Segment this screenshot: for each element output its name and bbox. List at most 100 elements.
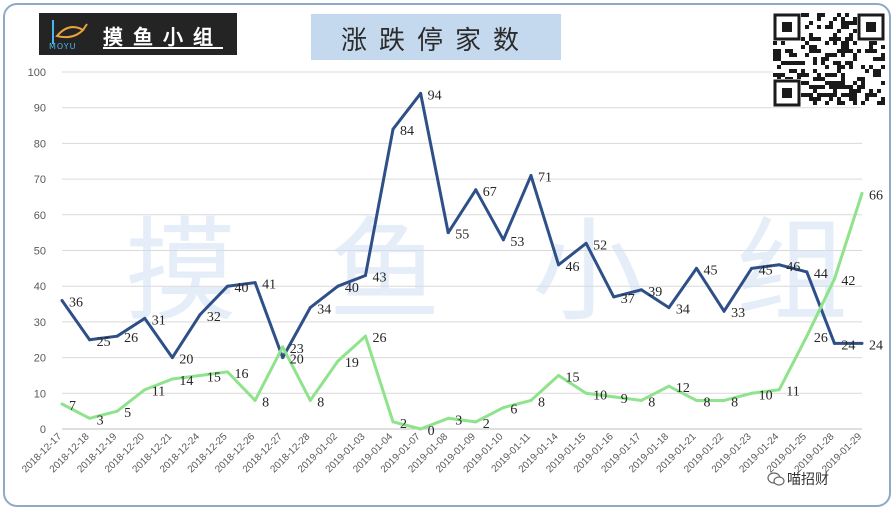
data-label-up: 39 (648, 285, 662, 300)
qr-module (869, 41, 873, 45)
data-point-down (391, 420, 395, 424)
series-layer (60, 91, 864, 431)
qr-module (817, 93, 821, 97)
data-point-up (253, 281, 257, 285)
data-point-down (832, 277, 836, 281)
qr-module (817, 85, 821, 89)
qr-module (829, 53, 833, 57)
qr-module (849, 61, 853, 65)
qr-module (873, 49, 877, 53)
qr-module (853, 53, 857, 57)
data-label-up: 32 (207, 310, 221, 325)
qr-module (813, 61, 817, 65)
data-point-up (832, 341, 836, 345)
data-point-down (115, 409, 119, 413)
qr-module (817, 77, 821, 81)
data-point-up (115, 334, 119, 338)
qr-module (841, 93, 845, 97)
qr-module (809, 21, 813, 25)
data-point-up (88, 338, 92, 342)
qr-module (861, 81, 865, 85)
data-label-up: 26 (124, 331, 138, 346)
qr-module (801, 69, 805, 73)
qr-module (829, 81, 833, 85)
qr-module (785, 49, 789, 53)
qr-module (865, 97, 869, 101)
brand-sub: MOYU (49, 42, 77, 51)
data-label-up: 53 (510, 235, 524, 250)
qr-module (845, 49, 849, 53)
qr-module (849, 85, 853, 89)
qr-module (801, 45, 805, 49)
data-label-down: 9 (621, 392, 628, 407)
data-point-up (446, 231, 450, 235)
qr-module (781, 41, 785, 45)
qr-module (841, 81, 845, 85)
qr-module (873, 57, 877, 61)
qr-module (853, 97, 857, 101)
y-tick-label: 40 (34, 281, 46, 293)
qr-module (849, 33, 853, 37)
brand-logo: MOYU 摸鱼小组 (39, 13, 237, 55)
qr-module (781, 61, 785, 65)
qr-module (841, 21, 845, 25)
qr-module (821, 77, 825, 81)
data-point-down (281, 345, 285, 349)
qr-module (813, 49, 817, 53)
qr-module (825, 53, 829, 57)
data-label-up: 34 (317, 303, 331, 318)
qr-module (877, 89, 881, 93)
data-label-up: 46 (566, 260, 580, 275)
qr-module (773, 53, 777, 57)
qr-module (809, 97, 813, 101)
data-label-down: 11 (152, 385, 165, 400)
qr-module (861, 85, 865, 89)
qr-module (805, 73, 809, 77)
chart-title: 涨跌停家数 (340, 26, 531, 56)
qr-module (833, 53, 837, 57)
y-tick-label: 100 (28, 67, 46, 79)
wechat-icon (767, 472, 785, 486)
data-point-up (584, 241, 588, 245)
qr-module (773, 57, 777, 61)
data-label-down: 10 (593, 388, 607, 403)
qr-module (829, 21, 833, 25)
data-point-down (308, 398, 312, 402)
qr-module (821, 61, 825, 65)
qr-module (821, 85, 825, 89)
qr-module (865, 69, 869, 73)
data-point-up (419, 91, 423, 95)
data-point-down (667, 384, 671, 388)
data-point-down (88, 416, 92, 420)
data-label-down: 2 (400, 417, 407, 432)
y-tick-label: 60 (34, 210, 46, 222)
qr-module (853, 93, 857, 97)
qr-module (865, 93, 869, 97)
qr-module (833, 73, 837, 77)
qr-module (881, 57, 885, 61)
qr-finder-center (782, 22, 792, 32)
data-point-up (750, 266, 754, 270)
data-label-up: 41 (262, 278, 276, 293)
qr-module (853, 89, 857, 93)
data-point-up (170, 356, 174, 360)
data-label-up: 20 (290, 353, 304, 368)
qr-module (777, 57, 781, 61)
data-point-down (446, 416, 450, 420)
data-label-up: 71 (538, 171, 552, 186)
y-axis-ticks: 0 10 20 30 40 50 60 70 80 90 100 (28, 67, 46, 436)
qr-module (773, 41, 777, 45)
qr-module (801, 37, 805, 41)
qr-module (841, 65, 845, 69)
qr-module (845, 85, 849, 89)
qr-module (777, 73, 781, 77)
data-point-up (529, 174, 533, 178)
qr-module (853, 29, 857, 33)
qr-module (813, 89, 817, 93)
data-point-up (226, 284, 230, 288)
data-point-up (805, 270, 809, 274)
qr-module (845, 45, 849, 49)
data-label-up: 33 (731, 306, 745, 321)
qr-module (881, 45, 885, 49)
